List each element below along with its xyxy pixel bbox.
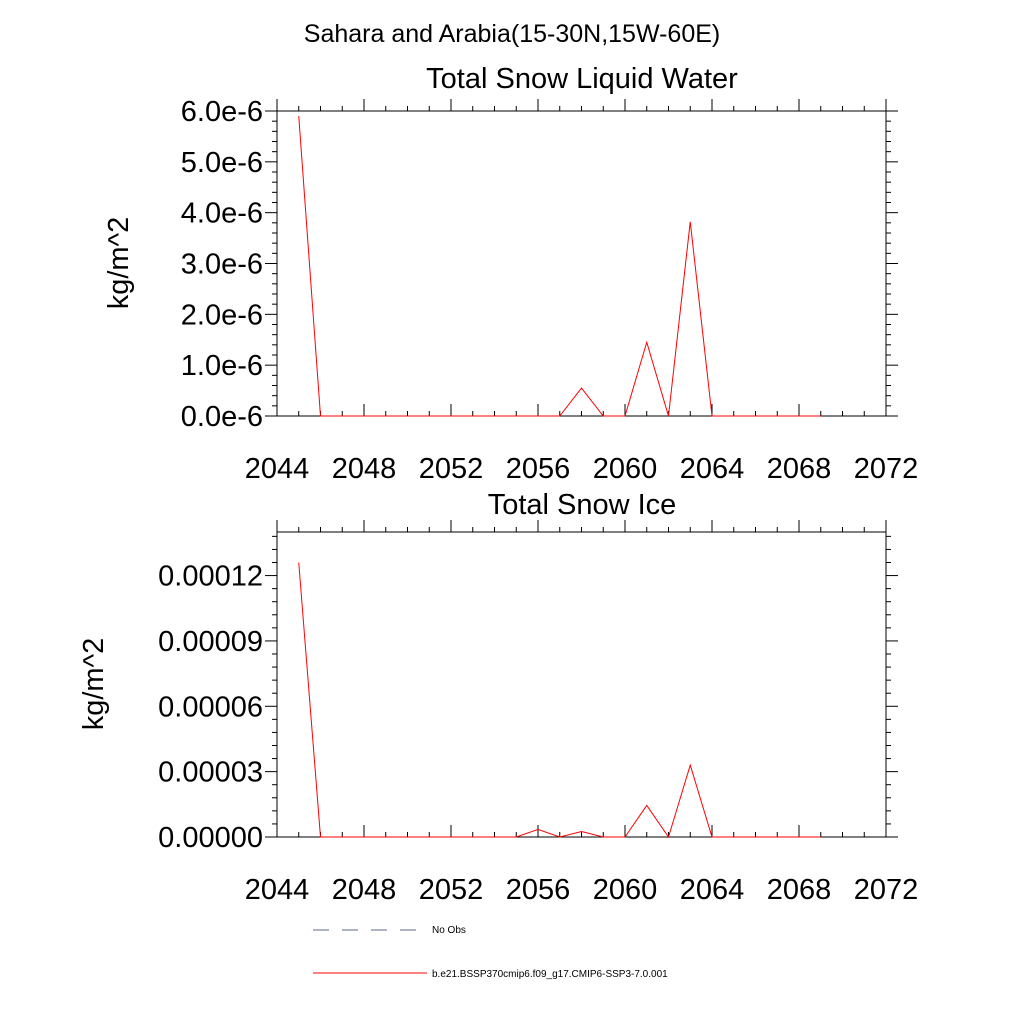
chart-title: Total Snow Ice <box>488 489 677 521</box>
x-tick-label: 2044 <box>245 874 310 906</box>
series-line <box>298 562 821 839</box>
y-tick-label: 0.00000 <box>158 822 263 854</box>
y-tick-label: 0.00009 <box>158 626 263 658</box>
chart-panel-snow-ice: Total Snow Ice kg/m^2 2044 2048 2052 2056 20… <box>78 489 918 906</box>
y-tick-label: 5.0e-6 <box>181 147 263 179</box>
y-tick-label: 0.0e-6 <box>181 401 263 433</box>
chart-title: Total Snow Liquid Water <box>426 63 738 95</box>
legend-label-model-run: b.e21.BSSP370cmip6.f09_g17.CMIP6-SSP3-7.… <box>432 969 668 980</box>
x-tick-label: 2048 <box>332 453 397 485</box>
y-tick-label: 6.0e-6 <box>181 96 263 128</box>
y-axis-label: kg/m^2 <box>78 638 110 731</box>
y-tick-label: 0.00003 <box>158 757 263 789</box>
x-tick-label: 2056 <box>506 874 571 906</box>
x-tick-label: 2056 <box>506 453 571 485</box>
plot-frame <box>276 531 887 838</box>
x-tick-label: 2068 <box>767 874 832 906</box>
x-tick-label: 2068 <box>767 453 832 485</box>
legend-label-no-obs: No Obs <box>432 925 466 936</box>
x-tick-label: 2064 <box>680 874 745 906</box>
figure-suptitle: Sahara and Arabia(15-30N,15W-60E) <box>304 20 720 48</box>
x-tick-label: 2072 <box>854 453 919 485</box>
plot-frame <box>276 110 887 417</box>
x-tick-label: 2064 <box>680 453 745 485</box>
y-tick-label: 2.0e-6 <box>181 299 263 331</box>
x-tick-label: 2052 <box>419 453 484 485</box>
x-tick-label: 2044 <box>245 453 310 485</box>
x-tick-label: 2072 <box>854 874 919 906</box>
y-tick-label: 3.0e-6 <box>181 249 263 281</box>
x-tick-label: 2048 <box>332 874 397 906</box>
y-tick-label: 0.00006 <box>158 691 263 723</box>
y-axis-label: kg/m^2 <box>103 217 135 310</box>
y-tick-label: 1.0e-6 <box>181 350 263 382</box>
x-tick-label: 2060 <box>593 874 658 906</box>
x-tick-label: 2052 <box>419 874 484 906</box>
chart-panel-liquid-water: Total Snow Liquid Water kg/m^2 2044 2048 2… <box>103 63 918 485</box>
y-tick-label: 0.00012 <box>158 561 263 593</box>
y-tick-label: 4.0e-6 <box>181 198 263 230</box>
x-tick-label: 2060 <box>593 453 658 485</box>
series-line <box>298 116 821 417</box>
legend: No Obs b.e21.BSSP370cmip6.f09_g17.CMIP6-… <box>313 925 668 980</box>
